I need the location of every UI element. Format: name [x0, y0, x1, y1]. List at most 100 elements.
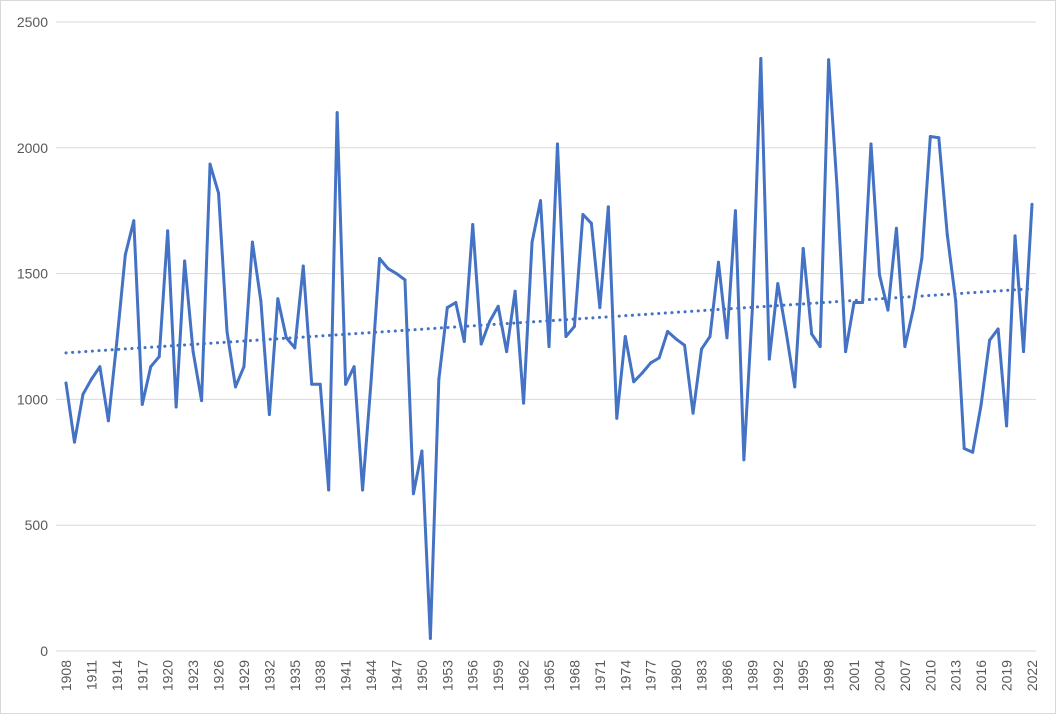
y-axis-tick-labels: 0 500 1000 1500 2000 2500: [17, 14, 48, 659]
x-tick-label: 1995: [795, 660, 811, 691]
data-point-1970: [589, 221, 593, 225]
data-point-1973: [615, 416, 619, 420]
data-point-1943: [361, 488, 365, 492]
data-point-1928: [233, 385, 237, 389]
series-line: [64, 56, 1034, 640]
data-point-1951: [428, 636, 432, 640]
data-point-1909: [72, 440, 76, 444]
data-point-2000: [844, 350, 848, 354]
x-tick-label: 1923: [185, 660, 201, 691]
data-point-1986: [725, 336, 729, 340]
data-point-2019: [1005, 424, 1009, 428]
data-point-1924: [200, 399, 204, 403]
data-point-1929: [242, 365, 246, 369]
series-points: [64, 56, 1034, 640]
data-point-1992: [776, 282, 780, 286]
data-point-1938: [318, 382, 322, 386]
x-tick-label: 1938: [312, 660, 328, 691]
data-point-1917: [140, 402, 144, 406]
data-point-1969: [581, 212, 585, 216]
data-point-1979: [666, 329, 670, 333]
gridlines: [56, 21, 1036, 652]
data-point-1939: [327, 488, 331, 492]
data-point-1959: [496, 304, 500, 308]
data-point-1920: [166, 229, 170, 233]
data-point-1922: [183, 259, 187, 263]
data-point-2021: [1022, 350, 1026, 354]
x-tick-label: 1953: [439, 660, 455, 691]
data-point-1972: [606, 205, 610, 209]
data-point-1936: [301, 264, 305, 268]
data-point-2008: [911, 307, 915, 311]
data-point-1945: [378, 257, 382, 261]
data-point-1987: [733, 209, 737, 213]
data-point-2015: [971, 450, 975, 454]
data-point-1978: [657, 356, 661, 360]
data-point-1968: [572, 324, 576, 328]
data-point-1977: [649, 361, 653, 365]
data-point-1995: [801, 246, 805, 250]
data-point-2011: [937, 136, 941, 140]
data-point-1919: [157, 355, 161, 359]
data-point-1948: [403, 278, 407, 282]
data-point-2014: [962, 446, 966, 450]
data-point-1958: [488, 319, 492, 323]
x-tick-label: 2022: [1024, 660, 1040, 691]
x-tick-label: 1983: [694, 660, 710, 691]
data-point-1961: [513, 289, 517, 293]
data-point-1983: [700, 347, 704, 351]
data-point-2018: [996, 327, 1000, 331]
x-tick-label: 1935: [287, 660, 303, 691]
data-point-1950: [420, 449, 424, 453]
x-tick-label: 1992: [770, 660, 786, 691]
data-point-1990: [759, 56, 763, 60]
y-tick-label: 1000: [17, 391, 48, 407]
data-point-1981: [683, 343, 687, 347]
data-point-1923: [191, 350, 195, 354]
x-tick-label: 1998: [821, 660, 837, 691]
data-point-1935: [293, 346, 297, 350]
x-tick-label: 1962: [516, 660, 532, 691]
trendline: [64, 287, 1034, 355]
x-tick-label: 1980: [668, 660, 684, 691]
data-point-1985: [716, 260, 720, 264]
data-point-2005: [886, 308, 890, 312]
y-tick-label: 2000: [17, 140, 48, 156]
data-point-1944: [369, 380, 373, 384]
data-point-1957: [479, 342, 483, 346]
data-point-2007: [903, 345, 907, 349]
data-point-2002: [861, 301, 865, 305]
data-point-1916: [132, 219, 136, 223]
data-point-1984: [708, 335, 712, 338]
x-tick-label: 1959: [490, 660, 506, 691]
x-tick-label: 1944: [363, 660, 379, 691]
data-point-1911: [89, 377, 93, 381]
data-point-1910: [81, 392, 85, 396]
data-point-1963: [530, 240, 534, 244]
data-point-1914: [115, 340, 119, 344]
data-point-2022: [1030, 202, 1034, 206]
data-point-1918: [149, 365, 153, 369]
x-tick-label: 2001: [846, 660, 862, 691]
data-point-2010: [928, 134, 932, 138]
data-point-1915: [123, 253, 127, 257]
x-tick-label: 1911: [83, 660, 99, 690]
data-point-1993: [784, 331, 788, 335]
x-tick-label: 2013: [948, 660, 964, 691]
data-point-1966: [555, 142, 559, 146]
data-point-1998: [827, 58, 831, 62]
data-point-1933: [276, 297, 280, 301]
data-point-1976: [640, 371, 644, 375]
x-tick-label: 1908: [58, 660, 74, 691]
data-point-2012: [945, 233, 949, 237]
y-tick-label: 2500: [17, 14, 48, 30]
data-point-1953: [445, 306, 449, 310]
x-tick-label: 1941: [338, 660, 354, 691]
x-tick-label: 1965: [541, 660, 557, 691]
y-tick-label: 500: [25, 517, 49, 533]
x-tick-label: 1920: [160, 660, 176, 691]
x-tick-label: 2019: [999, 660, 1015, 691]
data-point-1997: [818, 345, 822, 349]
x-tick-label: 1956: [465, 660, 481, 691]
